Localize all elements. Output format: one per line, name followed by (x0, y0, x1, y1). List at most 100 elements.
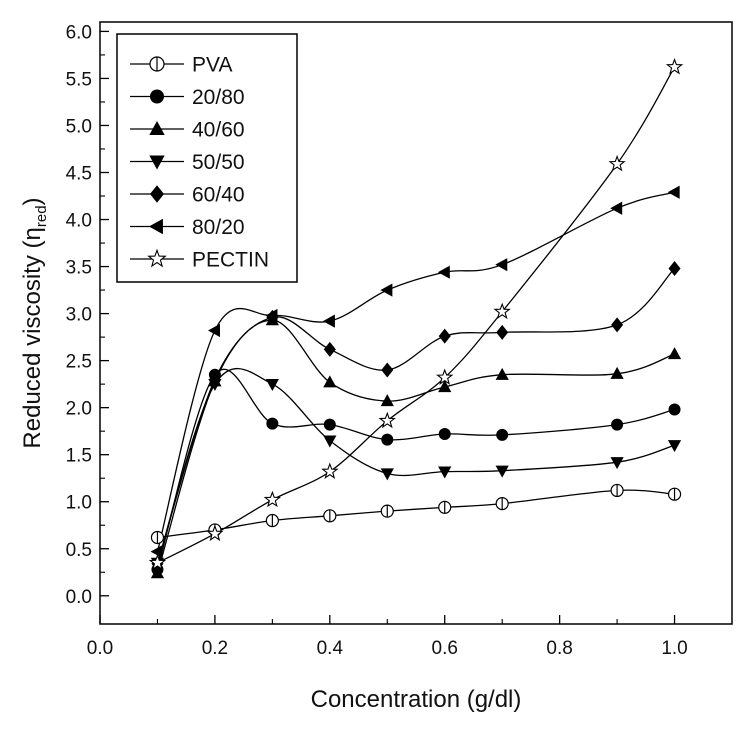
y-axis-title-main: Reduced viscosity (η (19, 227, 46, 448)
legend-label: 50/50 (192, 151, 245, 174)
legend-marker-50-50 (149, 155, 165, 170)
data-point-pva (265, 513, 279, 528)
data-point-pectin (206, 524, 224, 542)
x-tick-label: 0.4 (317, 638, 344, 659)
legend-item-pectin: PECTIN (130, 249, 269, 272)
data-point-40-60 (380, 394, 394, 407)
data-point-pectin (665, 58, 684, 75)
legend-item-60-40: 60/40 (130, 184, 245, 207)
legend-item-80-20: 80/20 (130, 216, 245, 239)
y-axis-ticks: 0.0 0.5 1.0 1.5 2.0 2.5 3.0 3.5 4.0 4.5 5.0 5.5 6.0 (66, 22, 109, 608)
legend-marker-40-60 (149, 120, 165, 135)
legend-item-40-60: 40/60 (130, 119, 245, 142)
legend-box (116, 33, 298, 283)
data-point-20-80 (381, 433, 394, 446)
y-tick-label: 1.5 (66, 446, 92, 467)
y-tick-label: 6.0 (66, 22, 92, 43)
data-point-60-40 (611, 317, 624, 333)
data-point-60-40 (323, 341, 336, 357)
data-point-pva (438, 500, 452, 514)
x-tick-label: 0.8 (546, 638, 572, 659)
legend-label: PECTIN (192, 249, 269, 272)
data-point-pectin (263, 490, 282, 508)
data-point-20-80 (611, 418, 624, 431)
legend-marker-80-20 (148, 218, 163, 235)
series-line-pectin (157, 66, 676, 564)
data-point-20-80 (668, 403, 681, 416)
data-point-20-80 (496, 428, 509, 441)
y-tick-label: 5.0 (66, 116, 92, 137)
data-point-80-20 (437, 265, 450, 279)
y-tick-label: 1.0 (66, 493, 92, 514)
y-tick-label: 0.0 (66, 587, 92, 608)
legend-label: PVA (192, 54, 232, 77)
y-tick-label: 4.0 (66, 211, 92, 232)
data-point-60-40 (668, 260, 681, 276)
legend-label: 40/60 (192, 119, 245, 142)
y-tick-label: 2.5 (66, 352, 92, 373)
series-line-80-20 (156, 191, 675, 552)
data-point-pectin (493, 302, 511, 320)
data-point-20-80 (323, 418, 336, 431)
y-axis-title: Reduced viscosity (ηred) (19, 197, 50, 448)
data-point-50-50 (667, 440, 682, 453)
data-point-pectin (436, 368, 454, 385)
data-point-60-40 (208, 371, 221, 387)
data-point-pectin (148, 553, 167, 571)
data-point-80-20 (495, 258, 508, 272)
legend-item-20-80: 20/80 (130, 86, 245, 109)
data-point-50-50 (495, 465, 509, 478)
data-point-40-60 (495, 367, 509, 380)
data-point-pva (495, 497, 509, 511)
data-point-80-20 (208, 323, 221, 338)
legend-item-pva: PVA (130, 54, 232, 77)
x-tick-label: 1.0 (661, 638, 687, 659)
plot-frame (99, 21, 733, 625)
data-point-pva (380, 504, 394, 518)
legend-label: 60/40 (192, 184, 245, 207)
y-tick-label: 4.5 (66, 164, 92, 185)
legend-marker-60-40 (150, 185, 164, 203)
data-point-60-40 (381, 362, 394, 378)
x-tick-label: 0.6 (432, 638, 458, 659)
y-tick-label: 2.0 (66, 399, 92, 420)
data-point-pectin (378, 411, 396, 429)
data-point-pva (667, 487, 682, 501)
legend-marker-pectin (147, 248, 167, 268)
data-point-pva (323, 509, 337, 523)
legend-label: 20/80 (192, 86, 245, 109)
data-point-pva (150, 530, 165, 545)
data-point-pectin (608, 154, 626, 172)
data-point-80-20 (610, 201, 623, 215)
x-axis-ticks: 0.0 0.2 0.4 0.6 0.8 1.0 (87, 615, 688, 659)
data-point-80-20 (322, 314, 335, 328)
x-axis-title: Concentration (g/dl) (311, 686, 522, 713)
data-point-80-20 (380, 283, 393, 297)
y-axis-title-sub: red (33, 205, 50, 227)
y-tick-label: 3.5 (66, 258, 92, 279)
legend: PVA 20/80 40/60 50/50 60/40 80/20 PECTIN (116, 33, 298, 283)
legend-item-50-50: 50/50 (130, 151, 245, 174)
data-point-50-50 (380, 468, 394, 481)
data-point-60-40 (438, 328, 451, 344)
data-point-40-60 (438, 380, 452, 393)
data-point-50-50 (265, 379, 279, 392)
data-point-40-60 (323, 375, 337, 388)
y-tick-label: 0.5 (66, 540, 92, 561)
x-tick-label: 0.2 (202, 638, 228, 659)
legend-marker-20-80 (150, 89, 164, 104)
data-point-50-50 (610, 457, 624, 470)
series-markers (148, 58, 684, 579)
data-point-80-20 (667, 185, 680, 199)
data-point-pectin (321, 462, 339, 480)
data-point-20-80 (266, 417, 279, 430)
data-point-40-60 (150, 566, 165, 579)
y-tick-label: 5.5 (66, 69, 92, 90)
x-tick-label: 0.0 (87, 638, 113, 659)
data-point-pva (610, 483, 624, 498)
data-point-40-60 (667, 347, 682, 360)
data-point-60-40 (496, 324, 509, 340)
data-point-50-50 (323, 435, 337, 448)
data-point-20-80 (438, 427, 451, 440)
